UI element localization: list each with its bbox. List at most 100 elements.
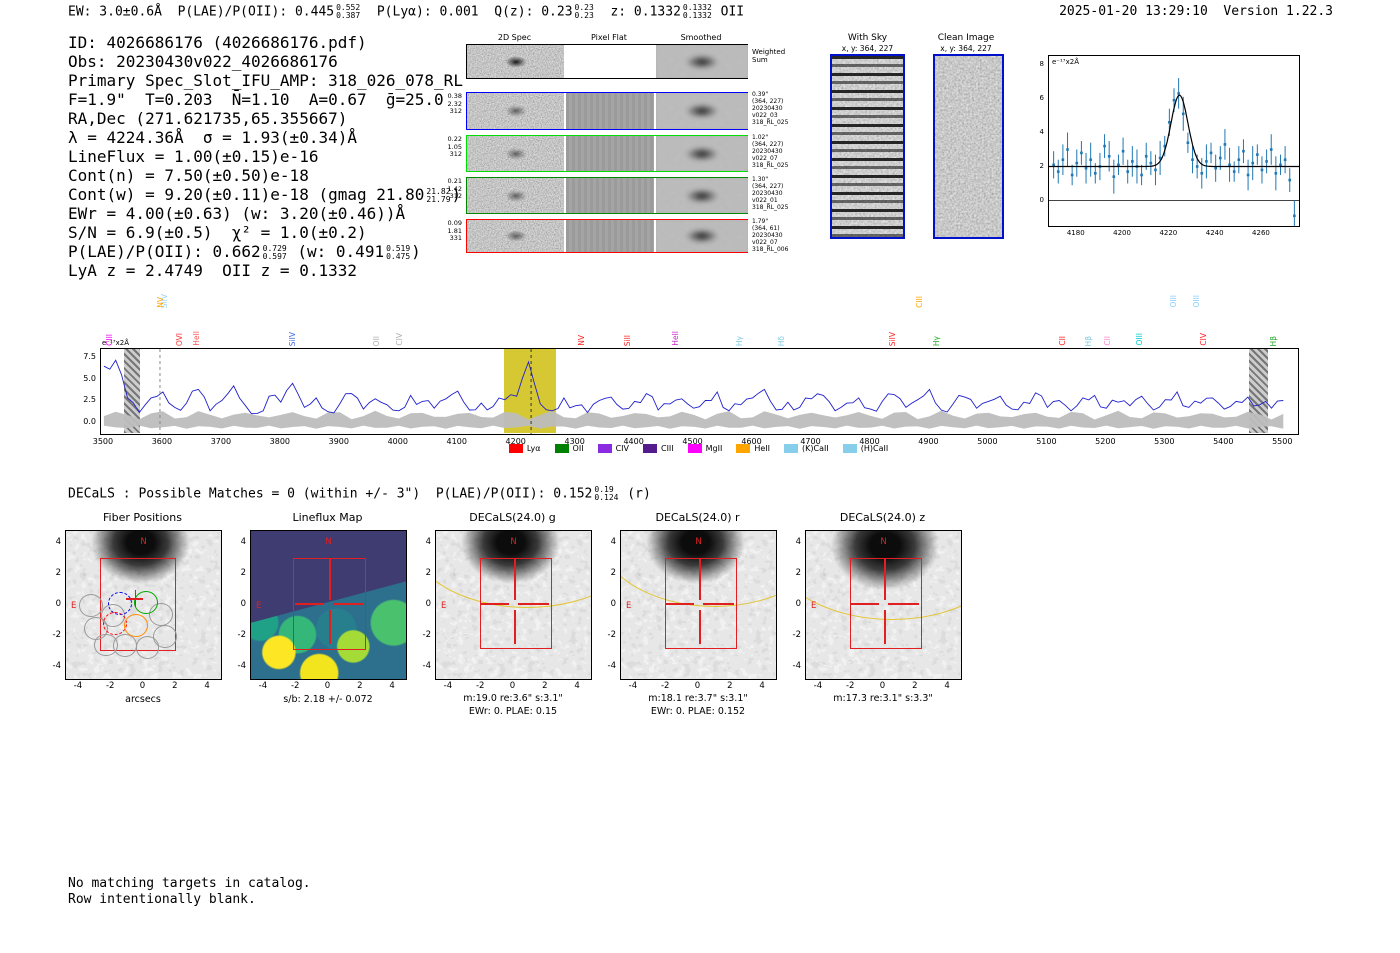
- compass-east-label: E: [71, 600, 77, 611]
- sky-stripes: [832, 56, 903, 237]
- crosshair: [849, 603, 879, 605]
- emission-blob: [500, 145, 531, 162]
- y-tick-label: 4: [425, 537, 431, 548]
- crosshair: [699, 610, 701, 644]
- legend-label: (K)CaII: [802, 444, 829, 453]
- y-tick-label: 2: [610, 568, 616, 579]
- x-tick-label: 4200: [505, 437, 526, 446]
- spec2d-image: [467, 93, 564, 129]
- x-tick-label: 4500: [682, 437, 703, 446]
- text-segment: Primary Spec_Slot_IFU_AMP: 318_026_078_R…: [68, 71, 463, 90]
- text-segment: z: 0.1332: [594, 4, 681, 20]
- y-tick-label: 2.5: [83, 395, 96, 405]
- emission-line-label: OII: [371, 335, 381, 346]
- x-tick-label: -4: [73, 681, 83, 691]
- x-tick-label: 4600: [741, 437, 762, 446]
- timestamp-version: 2025-01-20 13:29:10 Version 1.22.3: [1059, 4, 1333, 19]
- emission-line-label: Hβ: [1083, 335, 1093, 346]
- legend-item: HeII: [736, 444, 770, 453]
- y-tick-label: -2: [237, 629, 246, 640]
- pixelflat-image: [566, 93, 654, 129]
- x-tick-label: 4: [204, 681, 210, 691]
- y-tick-label: 0: [425, 599, 431, 609]
- stacked-uncertainty: 21.82 21.79: [426, 186, 451, 204]
- y-tick-label: 5.0: [83, 373, 96, 383]
- legend-item: (K)CaII: [784, 444, 829, 453]
- stacked-uncertainty: 0.729 0.597: [262, 243, 287, 261]
- crosshair: [514, 558, 516, 600]
- fiber-circle: [149, 602, 174, 626]
- spec2d-image: [467, 220, 564, 252]
- emission-line-label: NV: [576, 335, 586, 346]
- text-segment: Cont(w) = 9.20(±0.11)e-18 (gmag 21.80: [68, 185, 425, 204]
- compass-east-label: E: [626, 600, 632, 611]
- fit-flux-unit-label: e⁻¹⁷x2Å: [1052, 58, 1079, 66]
- emission-blob: [500, 228, 531, 244]
- crosshair: [329, 558, 331, 600]
- x-tick-label: -2: [845, 681, 855, 691]
- y-tick-label: -4: [237, 660, 246, 671]
- y-tick-label: -2: [52, 629, 61, 640]
- legend-item: OII: [554, 444, 584, 453]
- x-tick-label: 4800: [859, 437, 880, 446]
- emission-line-label: HeII: [192, 331, 202, 346]
- decals-g-caption: m:19.0 re:3.6" s:3.1": [463, 693, 563, 704]
- x-tick-label: 5100: [1036, 437, 1057, 446]
- crosshair: [703, 603, 734, 605]
- crosshair: [518, 603, 549, 605]
- fiber-circle: [79, 594, 103, 618]
- legend-item: Lyα: [508, 444, 541, 453]
- legend-item: (H)CaII: [842, 444, 888, 453]
- y-tick-label: 0: [240, 599, 246, 609]
- emission-line-label: Hβ: [1269, 335, 1278, 346]
- info-line: λ = 4224.36Å σ = 1.93(±0.34)Å: [68, 128, 463, 147]
- pixelflat-image: [566, 178, 654, 213]
- x-tick-label: 4220: [1159, 229, 1178, 237]
- text-segment: S/N = 6.9(±0.5) χ² = 1.0(±0.2): [68, 223, 367, 242]
- pixelflat-image: [566, 45, 654, 78]
- y-tick-label: -4: [607, 660, 616, 671]
- col-title-2dspec: 2D Spec: [497, 33, 532, 42]
- fiber-circle: [135, 635, 160, 659]
- x-tick-label: 5400: [1213, 437, 1234, 446]
- text-segment: LineFlux = 1.00(±0.15)e-16: [68, 147, 319, 166]
- row-fiber-labels: 1.02" (364, 227) 20230430 v022_07 318_RL…: [752, 134, 789, 169]
- legend-label: MgII: [705, 444, 723, 453]
- spec2d-image: [467, 178, 564, 213]
- info-line: P(LAE)/P(OII): 0.662 0.729 0.597 (w: 0.491…: [68, 242, 463, 261]
- spec2d-image: [467, 136, 564, 171]
- footer-line-2: Row intentionally blank.: [68, 892, 256, 907]
- cleanimage-image: [933, 54, 1004, 239]
- emission-line-label: CII: [1103, 336, 1113, 346]
- row-fiber-labels: 1.30" (364, 227) 20230430 v022_01 318_RL…: [752, 176, 789, 211]
- spectrum-flux-unit-label: e⁻¹⁷x2Å: [102, 339, 129, 347]
- x-tick-label: 3800: [269, 437, 291, 446]
- emission-blob: [500, 103, 531, 119]
- crosshair: [888, 603, 919, 605]
- text-segment: ): [451, 185, 462, 204]
- emission-line-label: CIII: [105, 334, 115, 346]
- sep-ellipse: [436, 531, 591, 608]
- crosshair: [329, 610, 331, 644]
- pixelflat-image: [566, 136, 654, 171]
- crosshair: [699, 558, 701, 600]
- line-fit-plot: [1048, 55, 1300, 227]
- row-weight-labels: 0.21 1.42 312: [447, 177, 462, 200]
- decals-g-caption2: EWr: 0. PLAE: 0.15: [468, 706, 558, 717]
- text-segment: (w: 0.491: [287, 242, 385, 261]
- emission-line-label: SiII: [622, 334, 632, 346]
- y-tick-label: 0: [795, 599, 801, 609]
- emission-line-label: CIII: [915, 296, 925, 308]
- fiber-circle: [124, 614, 149, 638]
- smoothed-blob: [679, 51, 725, 72]
- smoothed-blob: [679, 226, 725, 246]
- legend-item: CIV: [597, 444, 629, 453]
- cleanimage-coords: x, y: 364, 227: [940, 44, 992, 53]
- masked-band: [124, 348, 140, 433]
- decals-r-caption2: EWr: 0. PLAE: 0.152: [650, 706, 746, 717]
- y-tick-label: 0: [1039, 195, 1044, 204]
- x-tick-label: 4240: [1205, 229, 1224, 237]
- x-tick-label: 4: [759, 681, 765, 691]
- x-tick-label: 0: [879, 681, 886, 691]
